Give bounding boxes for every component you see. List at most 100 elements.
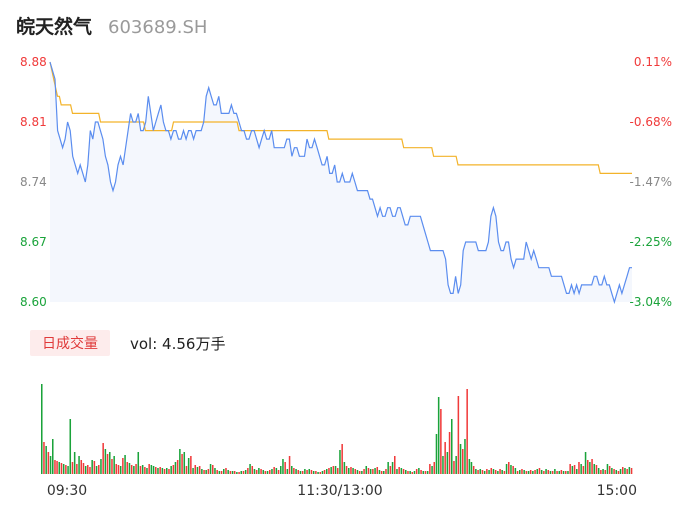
volume-bar: [317, 472, 319, 474]
volume-bar: [426, 471, 429, 474]
volume-bar: [611, 468, 613, 474]
volume-bar: [363, 469, 365, 474]
volume-bar: [67, 466, 69, 474]
volume-bar: [225, 468, 227, 474]
volume-bar: [334, 466, 337, 474]
volume-bar: [104, 449, 107, 474]
volume-bar: [547, 470, 550, 474]
volume-bar: [115, 464, 118, 474]
volume-bar: [519, 470, 521, 474]
volume-bar: [117, 465, 120, 474]
volume-bar: [190, 456, 192, 474]
volume-bar: [124, 455, 126, 474]
volume-bar: [43, 442, 45, 474]
volume-bar: [514, 468, 517, 474]
volume-bar: [503, 471, 506, 474]
volume-bar: [176, 460, 179, 474]
volume-bar: [409, 471, 411, 474]
volume-bar: [420, 470, 422, 474]
volume-bar: [247, 468, 249, 474]
volume-bar: [253, 469, 256, 474]
volume-bar: [352, 468, 354, 474]
volume-bar: [240, 471, 243, 474]
volume-bar: [260, 469, 262, 474]
volume-bar: [306, 470, 308, 474]
volume-bar: [466, 389, 468, 474]
volume-bar: [65, 465, 67, 474]
volume-bar: [488, 470, 490, 474]
volume-bar: [499, 469, 501, 474]
volume-bar: [291, 466, 293, 474]
y-tick-left: 8.67: [20, 235, 47, 249]
volume-bar: [91, 460, 93, 474]
volume-bar: [558, 471, 561, 474]
volume-bar: [98, 465, 100, 474]
avg-price-line: [49, 61, 632, 174]
volume-bar: [95, 466, 98, 474]
volume-bar: [536, 469, 539, 474]
volume-bar: [144, 467, 146, 474]
volume-bar: [433, 462, 436, 474]
volume-bar: [155, 467, 157, 474]
volume-bar: [571, 466, 574, 474]
volume-bar: [135, 464, 137, 474]
volume-bar: [431, 466, 433, 474]
volume-bar: [130, 465, 133, 474]
volume-bar: [152, 466, 155, 474]
volume-bar: [477, 470, 479, 474]
volume-bar: [591, 459, 593, 474]
volume-bar: [435, 434, 438, 474]
y-tick-right: -2.25%: [630, 235, 672, 249]
volume-bar: [358, 471, 361, 474]
volume-bar: [442, 456, 444, 474]
volume-bar: [606, 464, 609, 474]
volume-bar: [455, 456, 457, 474]
volume-bar: [288, 456, 291, 474]
volume-bar: [69, 419, 72, 474]
volume-bar: [516, 471, 519, 474]
volume-bar: [573, 465, 576, 474]
volume-bar: [593, 464, 596, 474]
volume-bar: [543, 471, 545, 474]
volume-bar: [383, 471, 385, 474]
volume-bar: [271, 469, 273, 474]
y-tick-right: -1.47%: [630, 175, 672, 189]
volume-bar: [100, 459, 102, 474]
volume-bar: [297, 470, 300, 474]
volume-bar: [429, 464, 431, 474]
volume-bar: [337, 468, 339, 474]
volume-bar: [168, 469, 170, 474]
volume-bar: [323, 470, 326, 474]
volume-bar: [84, 466, 87, 474]
volume-bar: [407, 471, 409, 474]
volume-bar: [54, 460, 56, 474]
volume-bar: [354, 469, 357, 474]
volume-bar: [402, 469, 405, 474]
volume-bar: [244, 470, 247, 474]
y-tick-right: -0.68%: [630, 115, 672, 129]
volume-bar: [87, 465, 89, 474]
volume-bar: [565, 471, 567, 474]
volume-bar: [106, 454, 109, 474]
volume-bar: [187, 458, 190, 474]
volume-bar: [102, 443, 104, 474]
volume-bar: [141, 465, 144, 474]
volume-bar: [464, 439, 466, 474]
volume-chart: 09:30 11:30/13:00 15:00: [41, 384, 637, 499]
volume-bar: [275, 468, 278, 474]
volume-bar: [405, 470, 407, 474]
volume-bar: [170, 466, 172, 474]
volume-bar: [418, 468, 420, 474]
volume-bar: [501, 470, 503, 474]
volume-bar: [203, 470, 205, 474]
volume-bar: [619, 469, 622, 474]
volume-bar: [255, 470, 258, 474]
volume-bar: [133, 466, 135, 474]
volume-bar: [437, 397, 440, 474]
volume-bar: [282, 459, 284, 474]
volume-bar: [181, 454, 183, 474]
volume-bar: [510, 465, 512, 474]
volume-bar: [194, 465, 197, 474]
volume-bar: [163, 469, 166, 474]
volume-bar: [400, 468, 403, 474]
